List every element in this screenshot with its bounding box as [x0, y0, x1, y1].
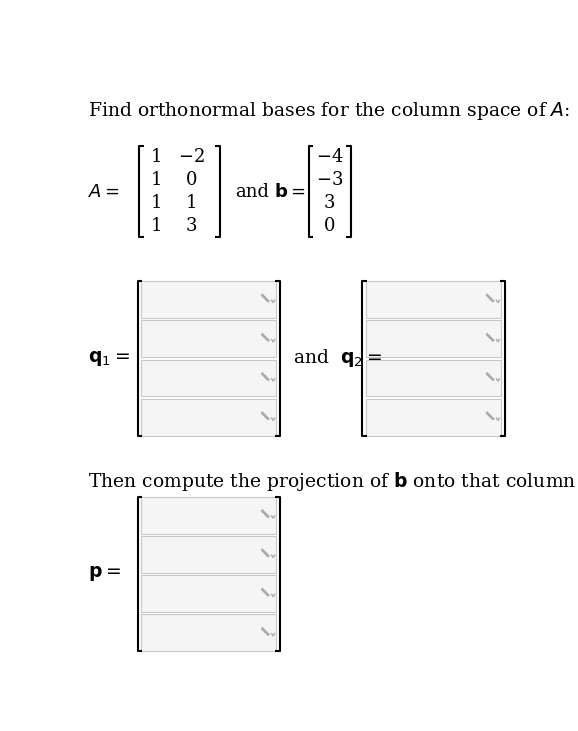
Text: $\mathbf{p} =$: $\mathbf{p} =$: [87, 564, 120, 583]
Bar: [366, 399, 501, 436]
Bar: [142, 536, 276, 573]
Bar: [142, 496, 276, 534]
Bar: [142, 281, 276, 318]
Text: $\mathbf{b} =$: $\mathbf{b} =$: [274, 183, 305, 201]
Bar: [142, 399, 276, 436]
Text: 3: 3: [324, 194, 335, 212]
Text: 1: 1: [150, 217, 162, 235]
Text: $-$3: $-$3: [316, 171, 343, 189]
Text: and: and: [235, 183, 269, 201]
Text: 1: 1: [186, 194, 197, 212]
Bar: [366, 281, 501, 318]
Text: 1: 1: [150, 171, 162, 189]
Text: Find orthonormal bases for the column space of $A$:: Find orthonormal bases for the column sp…: [87, 100, 570, 122]
Text: 1: 1: [150, 194, 162, 212]
Text: and  $\mathbf{q}_2 =$: and $\mathbf{q}_2 =$: [293, 347, 382, 369]
Bar: [142, 575, 276, 612]
Bar: [366, 360, 501, 396]
Text: 3: 3: [186, 217, 197, 235]
Bar: [142, 614, 276, 651]
Text: 0: 0: [324, 217, 335, 235]
Bar: [142, 320, 276, 357]
Text: $-$2: $-$2: [178, 148, 205, 166]
Bar: [142, 360, 276, 396]
Text: Then compute the projection of $\mathbf{b}$ onto that column space:: Then compute the projection of $\mathbf{…: [87, 469, 578, 493]
Text: 1: 1: [150, 148, 162, 166]
Bar: [366, 320, 501, 357]
Text: $A =$: $A =$: [87, 183, 120, 201]
Text: $\mathbf{q}_1 =$: $\mathbf{q}_1 =$: [87, 349, 129, 368]
Text: 0: 0: [186, 171, 197, 189]
Text: $-$4: $-$4: [316, 148, 343, 166]
